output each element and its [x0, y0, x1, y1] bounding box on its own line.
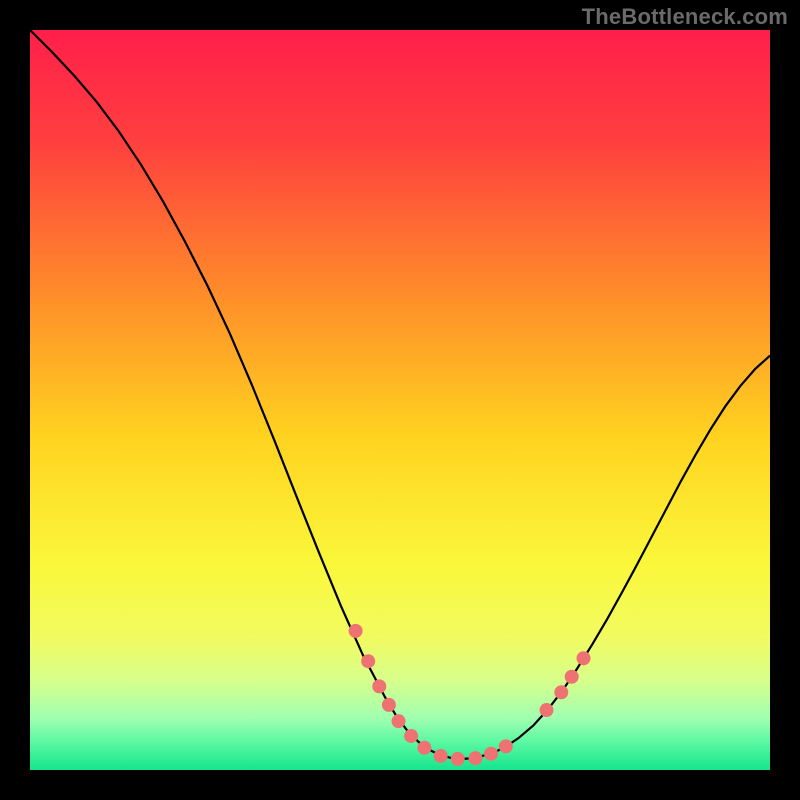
marker-point [392, 714, 406, 728]
chart-outer: TheBottleneck.com [0, 0, 800, 800]
marker-point [417, 741, 431, 755]
plot-area [30, 30, 770, 770]
marker-point [434, 749, 448, 763]
marker-point [451, 752, 465, 766]
plot-svg [30, 30, 770, 770]
marker-point [361, 654, 375, 668]
marker-point [577, 651, 591, 665]
marker-point [540, 703, 554, 717]
marker-point [484, 747, 498, 761]
gradient-background [30, 30, 770, 770]
watermark-text: TheBottleneck.com [582, 4, 788, 30]
marker-point [349, 624, 363, 638]
marker-point [404, 729, 418, 743]
marker-point [372, 679, 386, 693]
marker-point [382, 698, 396, 712]
marker-point [554, 685, 568, 699]
marker-point [499, 739, 513, 753]
marker-point [565, 670, 579, 684]
marker-point [468, 751, 482, 765]
